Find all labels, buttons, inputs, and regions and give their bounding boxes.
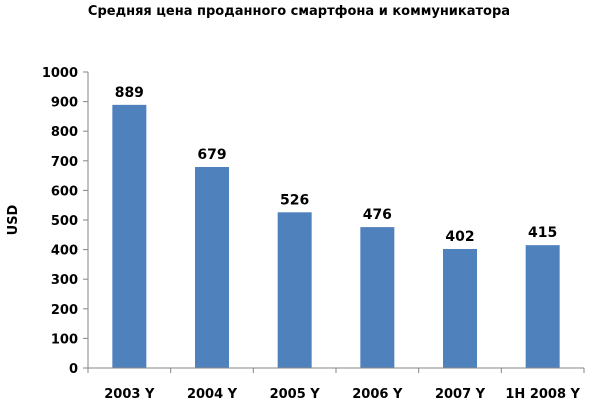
bar bbox=[360, 227, 395, 368]
x-tick-label: 2004 Y bbox=[187, 387, 238, 402]
y-tick-label: 100 bbox=[51, 332, 78, 347]
y-ticks-group: 0 100 200 300 400 500 600 700 800 900 1000 bbox=[42, 66, 88, 377]
y-tick-label: 0 bbox=[69, 362, 78, 377]
data-labels-group: 889 679 526 476 402 415 bbox=[115, 85, 558, 245]
bar bbox=[195, 167, 229, 368]
x-tick-label: 2006 Y bbox=[352, 387, 403, 402]
bars-group bbox=[112, 104, 560, 368]
bar-value-label: 889 bbox=[115, 85, 144, 101]
bar-value-label: 679 bbox=[197, 147, 226, 163]
y-tick-label: 900 bbox=[51, 96, 78, 111]
x-tick-label: 2007 Y bbox=[435, 387, 486, 402]
y-tick-label: 200 bbox=[51, 303, 78, 318]
chart-title: Средняя цена проданного смартфона и комм… bbox=[87, 4, 511, 19]
bar bbox=[277, 212, 312, 368]
y-tick-label: 500 bbox=[51, 214, 78, 229]
y-tick-label: 1000 bbox=[42, 66, 78, 81]
bar bbox=[443, 249, 477, 368]
bar bbox=[525, 245, 560, 368]
y-tick-label: 400 bbox=[51, 244, 78, 259]
x-tick-label: 2003 Y bbox=[104, 387, 155, 402]
y-tick-label: 600 bbox=[51, 184, 78, 199]
bar bbox=[112, 104, 147, 368]
x-tick-label: 2005 Y bbox=[270, 387, 321, 402]
bar-value-label: 415 bbox=[528, 225, 557, 241]
y-tick-label: 800 bbox=[51, 125, 78, 140]
x-tick-label: 1H 2008 Y bbox=[505, 387, 580, 402]
bar-value-label: 476 bbox=[363, 207, 392, 223]
y-axis-label: USD bbox=[6, 204, 21, 235]
bar-value-label: 526 bbox=[280, 192, 309, 208]
y-tick-label: 300 bbox=[51, 273, 78, 288]
bar-value-label: 402 bbox=[445, 229, 474, 245]
y-tick-label: 700 bbox=[51, 155, 78, 170]
x-ticks-group: 2003 Y 2004 Y 2005 Y 2006 Y 2007 Y 1H 2008 Y bbox=[87, 368, 585, 402]
